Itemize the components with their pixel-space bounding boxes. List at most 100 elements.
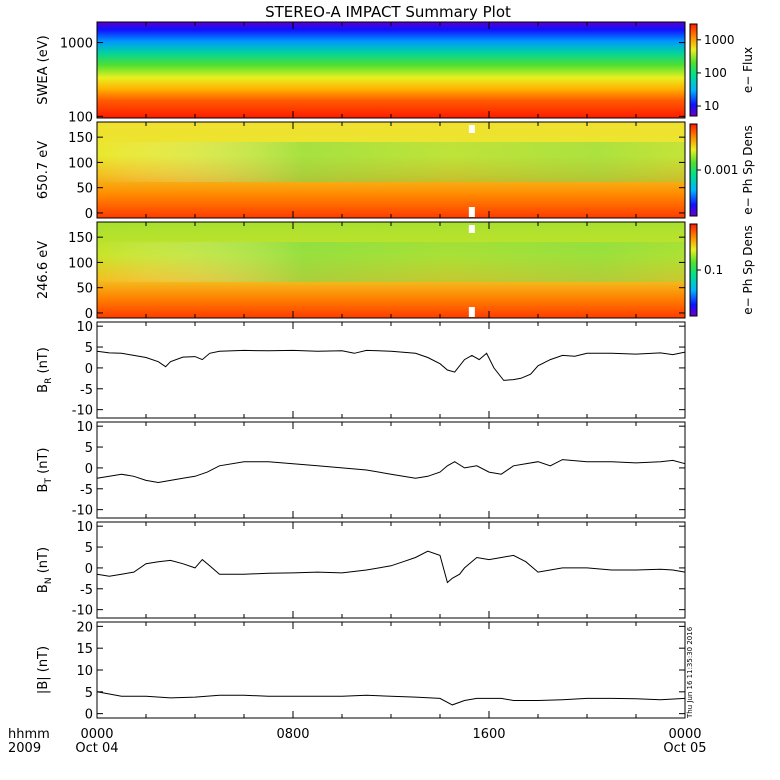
panel-4: 10 5 0 -5 -10 BT (nT) [36,420,686,519]
y-ticks-2: 0 50 100 150 [68,231,685,322]
series-line-3 [96,349,686,381]
y-axis-label-6: |B| (nT) [36,646,51,694]
y-tick-label-5-4: -10 [72,604,93,619]
panel-3: 10 5 0 -5 -10 BR (nT) [36,320,686,419]
panel-1: 0.001 e− Ph Sp Dens 0 50 100 150 650.7 eV [36,121,755,222]
chart-title: STEREO-A IMPACT Summary Plot [265,3,511,21]
y-tick-label-4-0: 10 [76,420,93,435]
x-ticks-3 [96,322,686,418]
colorbar-0 [689,23,698,117]
time-tick-date-0: Oct 04 [75,741,118,756]
time-axis-corner-bottom: 2009 [8,741,41,756]
heatmap-band-1 [97,142,685,182]
y-tick-label-3-0: 10 [76,320,93,335]
heatmap-band-2 [97,242,685,282]
heatmap-fill-0 [97,22,685,118]
panel-5: 10 5 0 -5 -10 BN (nT) [36,520,686,619]
y-ticks-0: 100 1000 [60,37,685,125]
y-tick-label-1-3: 150 [68,131,93,146]
y-tick-label-5-1: 5 [85,541,93,556]
y-tick-label-6-0: 20 [76,620,93,635]
time-tick-label-1: 0800 [276,727,309,742]
colorbar-label-1: e− Ph Sp Dens [741,125,755,214]
panel-2: 0.1 e− Ph Sp Dens 0 50 100 150 246.6 eV [36,221,755,322]
panel-frame-3 [96,321,686,419]
y-ticks-5: 10 5 0 -5 -10 [72,520,685,619]
colorbar-tick-label-0-1: 100 [704,66,727,80]
y-axis-label-0: SWEA (eV) [36,35,51,104]
y-tick-label-2-3: 150 [68,231,93,246]
y-tick-label-5-0: 10 [76,520,93,535]
y-tick-label-5-2: 0 [85,562,93,577]
y-tick-label-6-1: 15 [76,642,93,657]
colorbar-tick-label-1-0: 0.001 [704,163,738,177]
y-tick-label-3-3: -5 [80,383,93,398]
y-tick-label-5-3: -5 [80,583,93,598]
series-line-5 [96,550,686,584]
x-ticks-5 [96,522,686,618]
data-gap-bottom-1 [468,207,475,217]
y-tick-label-3-1: 5 [85,341,93,356]
panel-frame-4 [96,421,686,519]
x-ticks-0 [96,22,686,118]
panel-6: 20 15 10 5 0 |B| (nT) [36,620,686,723]
y-ticks-3: 10 5 0 -5 -10 [72,320,685,419]
colorbar-1 [689,123,698,217]
time-tick-label-3: 0000 [668,727,701,742]
colorbar-label-2: e− Ph Sp Dens [741,225,755,314]
x-ticks-6 [96,622,686,718]
y-tick-label-0-0: 100 [68,110,93,125]
panel-frame-6 [96,621,686,719]
y-tick-label-3-2: 0 [85,362,93,377]
y-ticks-6: 20 15 10 5 0 [76,620,685,723]
y-tick-label-6-2: 10 [76,664,93,679]
x-ticks-2 [96,222,686,318]
colorbar-tick-label-2-0: 0.1 [704,263,723,277]
panel-frame-5 [96,521,686,619]
y-tick-label-4-1: 5 [85,441,93,456]
time-tick-label-2: 1600 [472,727,505,742]
y-tick-label-6-4: 0 [85,708,93,723]
y-tick-label-2-1: 50 [76,282,93,297]
date-stamp: Thu Jun 16 11:35:30 2016 [686,626,694,719]
y-tick-label-1-2: 100 [68,156,93,171]
y-tick-label-4-2: 0 [85,462,93,477]
x-ticks-4 [96,422,686,518]
y-tick-label-4-4: -10 [72,504,93,519]
y-ticks-1: 0 50 100 150 [68,131,685,222]
colorbar-tick-label-0-0: 10 [704,99,719,113]
y-tick-label-3-4: -10 [72,404,93,419]
colorbar-tick-label-0-2: 1000 [704,33,735,47]
data-gap-top-2 [468,225,475,233]
colorbar-label-0: e− Flux [741,47,755,93]
y-tick-label-0-1: 1000 [60,37,93,52]
series-line-6 [96,691,686,706]
y-axis-label-4: BT (nT) [36,448,54,493]
y-tick-label-6-3: 5 [85,686,93,701]
colorbar-ticks-1: 0.001 [697,163,738,177]
y-tick-label-1-0: 0 [85,207,93,222]
y-tick-label-1-1: 50 [76,182,93,197]
panel-0: 10 100 1000 e− Flux 100 1000 SWEA (eV) [36,21,755,125]
series-line-4 [96,459,686,484]
y-ticks-4: 10 5 0 -5 -10 [72,420,685,519]
time-tick-label-0: 0000 [80,727,113,742]
x-ticks-1 [96,122,686,218]
y-axis-label-2: 246.6 eV [36,241,51,299]
y-tick-label-4-3: -5 [80,483,93,498]
colorbar-ticks-0: 10 100 1000 [697,33,735,113]
colorbar-2 [689,223,698,317]
y-axis-label-3: BR (nT) [36,347,54,393]
y-axis-label-5: BN (nT) [36,547,54,593]
time-axis-corner-top: hhmm [8,727,50,742]
data-gap-bottom-2 [468,307,475,317]
y-tick-label-2-0: 0 [85,307,93,322]
y-axis-label-1: 650.7 eV [36,141,51,199]
data-gap-top-1 [468,125,475,133]
time-tick-date-3: Oct 05 [663,741,706,756]
colorbar-ticks-2: 0.1 [697,263,723,277]
y-tick-label-2-2: 100 [68,256,93,271]
